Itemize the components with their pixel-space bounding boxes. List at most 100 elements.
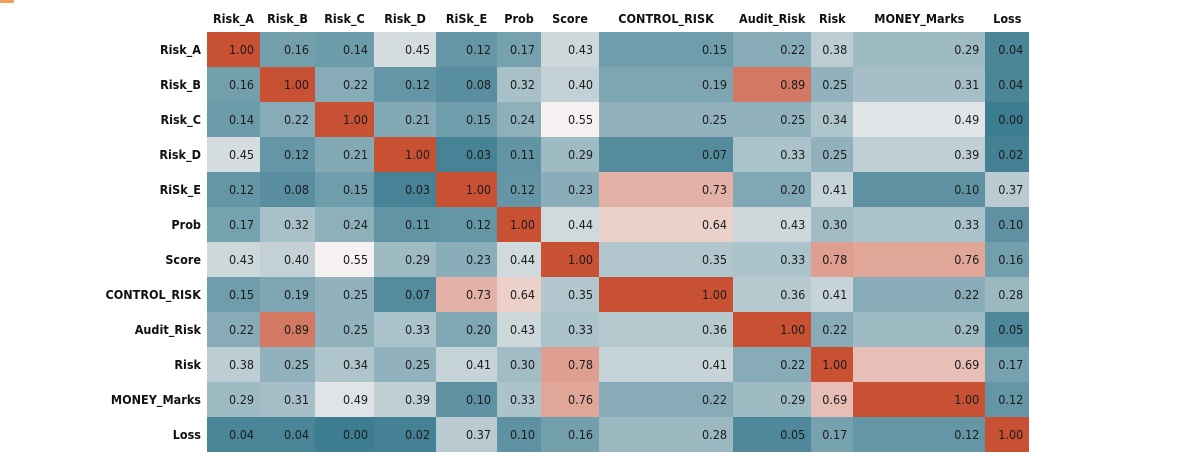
heatmap-cell: 0.37 [985, 172, 1030, 207]
heatmap-cell: 0.21 [374, 102, 437, 137]
heatmap-cell: 0.25 [599, 102, 734, 137]
heatmap-cell: 0.04 [985, 32, 1030, 67]
row-header: Risk [63, 347, 207, 382]
heatmap-cell: 0.10 [436, 382, 498, 417]
column-header: Risk_A [207, 5, 261, 32]
heatmap-cell: 0.07 [374, 277, 437, 312]
heatmap-cell: 0.22 [811, 312, 854, 347]
row-header: Prob [63, 207, 207, 242]
heatmap-cell: 1.00 [541, 242, 600, 277]
heatmap-cell: 1.00 [260, 67, 316, 102]
column-header: Risk_B [260, 5, 316, 32]
row-header: Score [63, 242, 207, 277]
heatmap-cell: 0.03 [436, 137, 498, 172]
heatmap-cell: 0.15 [207, 277, 261, 312]
heatmap-cell: 0.34 [315, 347, 375, 382]
heatmap-cell: 0.30 [497, 347, 542, 382]
heatmap-cell: 0.45 [374, 32, 437, 67]
heatmap-cell: 0.10 [985, 207, 1030, 242]
heatmap-cell: 0.12 [207, 172, 261, 207]
heatmap-cell: 0.76 [853, 242, 986, 277]
heatmap-cell: 1.00 [985, 417, 1030, 452]
corner-decoration [0, 0, 14, 3]
heatmap-cell: 0.05 [985, 312, 1030, 347]
column-header: CONTROL_RISK [599, 5, 734, 32]
heatmap-cell: 0.23 [541, 172, 600, 207]
heatmap-cell: 0.36 [599, 312, 734, 347]
heatmap-cell: 0.43 [541, 32, 600, 67]
heatmap-cell: 0.41 [811, 277, 854, 312]
heatmap-cell: 0.25 [315, 277, 375, 312]
heatmap-cell: 0.32 [260, 207, 316, 242]
row-header: Risk_A [63, 32, 207, 67]
column-header: Risk_C [315, 5, 375, 32]
heatmap-cell: 0.35 [541, 277, 600, 312]
heatmap-cell: 0.89 [733, 67, 812, 102]
heatmap-row: Risk_B 0.16 1.00 0.22 0.12 0.08 0.32 0.40 0.19 0.… [63, 67, 1030, 102]
heatmap-cell: 0.10 [497, 417, 542, 452]
column-header-row: Risk_A Risk_B Risk_C Risk_D RiSk_E Prob Score C… [63, 5, 1030, 32]
heatmap-cell: 0.00 [315, 417, 375, 452]
heatmap-cell: 0.41 [811, 172, 854, 207]
row-header: Audit_Risk [63, 312, 207, 347]
heatmap-cell: 0.16 [985, 242, 1030, 277]
heatmap-cell: 1.00 [811, 347, 854, 382]
heatmap-cell: 0.15 [315, 172, 375, 207]
heatmap-cell: 1.00 [853, 382, 986, 417]
heatmap-cell: 0.33 [541, 312, 600, 347]
row-header: RiSk_E [63, 172, 207, 207]
heatmap-row: Risk 0.38 0.25 0.34 0.25 0.41 0.30 0.78 0.41 0.22… [63, 347, 1030, 382]
heatmap-cell: 0.40 [260, 242, 316, 277]
heatmap-cell: 0.04 [260, 417, 316, 452]
heatmap-cell: 0.73 [436, 277, 498, 312]
heatmap-cell: 0.30 [811, 207, 854, 242]
heatmap-cell: 0.02 [374, 417, 437, 452]
heatmap-cell: 0.19 [260, 277, 316, 312]
heatmap-cell: 0.64 [497, 277, 542, 312]
heatmap-cell: 0.45 [207, 137, 261, 172]
heatmap-row: MONEY_Marks 0.29 0.31 0.49 0.39 0.10 0.33 0.76 0… [63, 382, 1030, 417]
heatmap-cell: 0.17 [207, 207, 261, 242]
heatmap-row: Risk_D 0.45 0.12 0.21 1.00 0.03 0.11 0.29 0.07 0.… [63, 137, 1030, 172]
heatmap-cell: 0.20 [436, 312, 498, 347]
correlation-heatmap-table: Risk_A Risk_B Risk_C Risk_D RiSk_E Prob Score C… [63, 5, 1030, 452]
heatmap-cell: 1.00 [733, 312, 812, 347]
heatmap-cell: 0.21 [315, 137, 375, 172]
heatmap-cell: 0.22 [599, 382, 734, 417]
heatmap-cell: 0.76 [541, 382, 600, 417]
heatmap-cell: 0.73 [599, 172, 734, 207]
heatmap-cell: 0.02 [985, 137, 1030, 172]
heatmap-cell: 0.44 [541, 207, 600, 242]
heatmap-cell: 0.78 [541, 347, 600, 382]
heatmap-row: Loss 0.04 0.04 0.00 0.02 0.37 0.10 0.16 0.28 0.05… [63, 417, 1030, 452]
heatmap-cell: 0.69 [811, 382, 854, 417]
heatmap-cell: 0.22 [733, 32, 812, 67]
heatmap-cell: 0.41 [436, 347, 498, 382]
heatmap-cell: 0.28 [985, 277, 1030, 312]
heatmap-cell: 1.00 [374, 137, 437, 172]
heatmap-cell: 0.39 [374, 382, 437, 417]
heatmap-cell: 0.69 [853, 347, 986, 382]
heatmap-cell: 0.24 [497, 102, 542, 137]
heatmap-cell: 0.24 [315, 207, 375, 242]
heatmap-cell: 0.28 [599, 417, 734, 452]
row-header: Risk_D [63, 137, 207, 172]
heatmap-cell: 0.49 [853, 102, 986, 137]
heatmap-cell: 0.29 [853, 312, 986, 347]
heatmap-cell: 0.04 [207, 417, 261, 452]
heatmap-cell: 1.00 [599, 277, 734, 312]
column-header: Prob [497, 5, 542, 32]
heatmap-cell: 0.22 [853, 277, 986, 312]
heatmap-row: Score 0.43 0.40 0.55 0.29 0.23 0.44 1.00 0.35 0.3… [63, 242, 1030, 277]
heatmap-cell: 0.22 [315, 67, 375, 102]
heatmap-cell: 0.41 [599, 347, 734, 382]
heatmap-cell: 0.38 [811, 32, 854, 67]
heatmap-cell: 0.25 [811, 67, 854, 102]
heatmap-cell: 0.43 [497, 312, 542, 347]
heatmap-cell: 0.17 [497, 32, 542, 67]
heatmap-cell: 0.11 [497, 137, 542, 172]
heatmap-cell: 0.17 [985, 347, 1030, 382]
heatmap-cell: 0.16 [260, 32, 316, 67]
corner-cell [63, 5, 207, 32]
heatmap-cell: 1.00 [207, 32, 261, 67]
